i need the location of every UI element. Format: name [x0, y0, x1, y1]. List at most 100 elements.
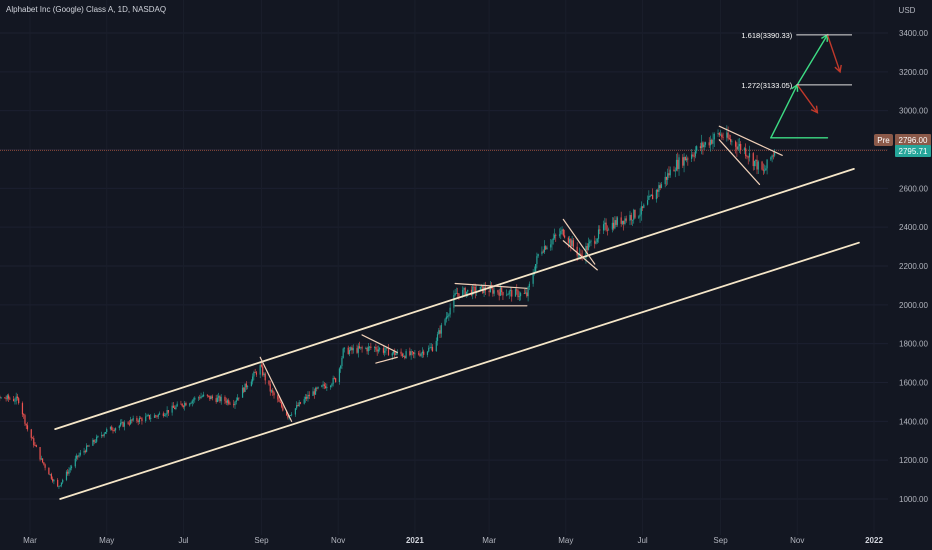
- reversal-arrow-head: [810, 105, 819, 114]
- time-label: Nov: [331, 536, 345, 545]
- candle-body: [597, 229, 600, 239]
- candle-body: [350, 347, 352, 351]
- candle-body: [185, 403, 187, 406]
- candle-body: [589, 241, 591, 244]
- price-tick-label: 2600.00: [899, 184, 928, 193]
- candle-body: [316, 387, 318, 389]
- pattern-line[interactable]: [718, 139, 761, 186]
- candle-body: [132, 417, 134, 421]
- candle-body: [21, 403, 24, 415]
- pattern-line[interactable]: [562, 218, 596, 265]
- candle-body: [210, 396, 212, 400]
- pattern-line[interactable]: [259, 356, 293, 422]
- channel-upper-line[interactable]: [54, 168, 855, 431]
- candle-body: [535, 264, 537, 272]
- candle-body: [602, 224, 605, 231]
- last-price-badge: 2795.71: [895, 145, 931, 157]
- candle-body: [65, 471, 68, 480]
- candle-body: [224, 397, 226, 401]
- candle-body: [641, 206, 644, 208]
- fibonacci-targets[interactable]: 1.618(3390.33) 1.272(3133.05): [741, 31, 852, 90]
- candle-body: [740, 143, 742, 150]
- drawings-layer[interactable]: [54, 33, 860, 500]
- candle-body: [685, 158, 688, 161]
- candle-body: [762, 169, 764, 171]
- candle-body: [247, 386, 249, 388]
- candle-body: [321, 385, 323, 387]
- candle-body: [119, 422, 122, 426]
- candle-body: [511, 290, 513, 297]
- time-label: Sep: [713, 536, 728, 545]
- candle-body: [190, 403, 192, 404]
- candle-body: [445, 316, 447, 320]
- candle-body: [137, 420, 139, 422]
- candle-body: [467, 289, 469, 292]
- candle-body: [431, 347, 434, 352]
- candle-body: [465, 291, 468, 296]
- candle-body: [570, 239, 572, 247]
- candle-body: [252, 376, 254, 382]
- candle-body: [668, 173, 670, 176]
- pattern-line[interactable]: [361, 334, 398, 354]
- reversal-arrow-line[interactable]: [796, 84, 819, 114]
- candle-body: [770, 157, 772, 160]
- pattern-line[interactable]: [454, 282, 528, 289]
- projection-arrow-line[interactable]: [796, 34, 829, 86]
- candle-body: [528, 283, 530, 287]
- candle-body: [473, 286, 475, 288]
- candle-body: [171, 405, 173, 413]
- candle-body: [272, 390, 274, 393]
- candle-body: [401, 353, 403, 357]
- candle-body: [299, 402, 302, 404]
- pattern-line[interactable]: [562, 240, 598, 271]
- candle-body: [322, 384, 324, 386]
- pre-label-bg: [874, 134, 893, 146]
- price-axis-panel[interactable]: [888, 0, 932, 550]
- candle-body: [395, 353, 397, 356]
- pattern-line[interactable]: [375, 356, 398, 364]
- candle-body: [701, 142, 703, 149]
- candle-body: [268, 380, 270, 385]
- candle-body: [57, 479, 59, 487]
- candle-body: [587, 243, 590, 251]
- candle-body: [146, 415, 148, 417]
- candle-body: [153, 415, 156, 418]
- candle-body: [752, 153, 754, 167]
- candle-body: [497, 290, 499, 293]
- candle-body: [674, 170, 676, 172]
- candle-body: [312, 391, 314, 397]
- candle-body: [678, 157, 680, 169]
- pattern-line[interactable]: [718, 125, 783, 156]
- candle-body: [571, 240, 573, 247]
- candle-body: [145, 416, 147, 422]
- candle-body: [772, 155, 774, 157]
- time-axis[interactable]: Mar May Jul Sep Nov 2021 Mar May Jul Sep Nov 2022: [23, 536, 883, 545]
- candle-body: [631, 219, 634, 221]
- candle-body: [294, 408, 297, 415]
- candle-body: [629, 214, 631, 221]
- candle-body: [88, 445, 90, 447]
- candle-body: [323, 384, 325, 387]
- channel-lower-line[interactable]: [59, 241, 860, 500]
- candle-body: [657, 190, 659, 192]
- candle-body: [630, 214, 632, 221]
- candle-body: [50, 474, 52, 479]
- candle-body: [201, 396, 203, 398]
- candle-body: [596, 238, 598, 243]
- candle-body: [157, 414, 159, 417]
- candle-body: [717, 133, 719, 134]
- reversal-arrow-line[interactable]: [826, 34, 841, 73]
- candle-body: [31, 437, 34, 439]
- candle-body: [532, 274, 534, 284]
- candle-body: [103, 433, 105, 436]
- candle-body: [516, 289, 518, 291]
- candle-body: [394, 351, 396, 356]
- candle-body: [84, 450, 86, 452]
- candle-body: [109, 426, 112, 430]
- candle-body: [351, 347, 353, 351]
- projection-arrow-line[interactable]: [770, 84, 798, 139]
- candlestick-series: [0, 125, 776, 489]
- candle-body: [234, 401, 236, 406]
- candle-body: [94, 441, 97, 443]
